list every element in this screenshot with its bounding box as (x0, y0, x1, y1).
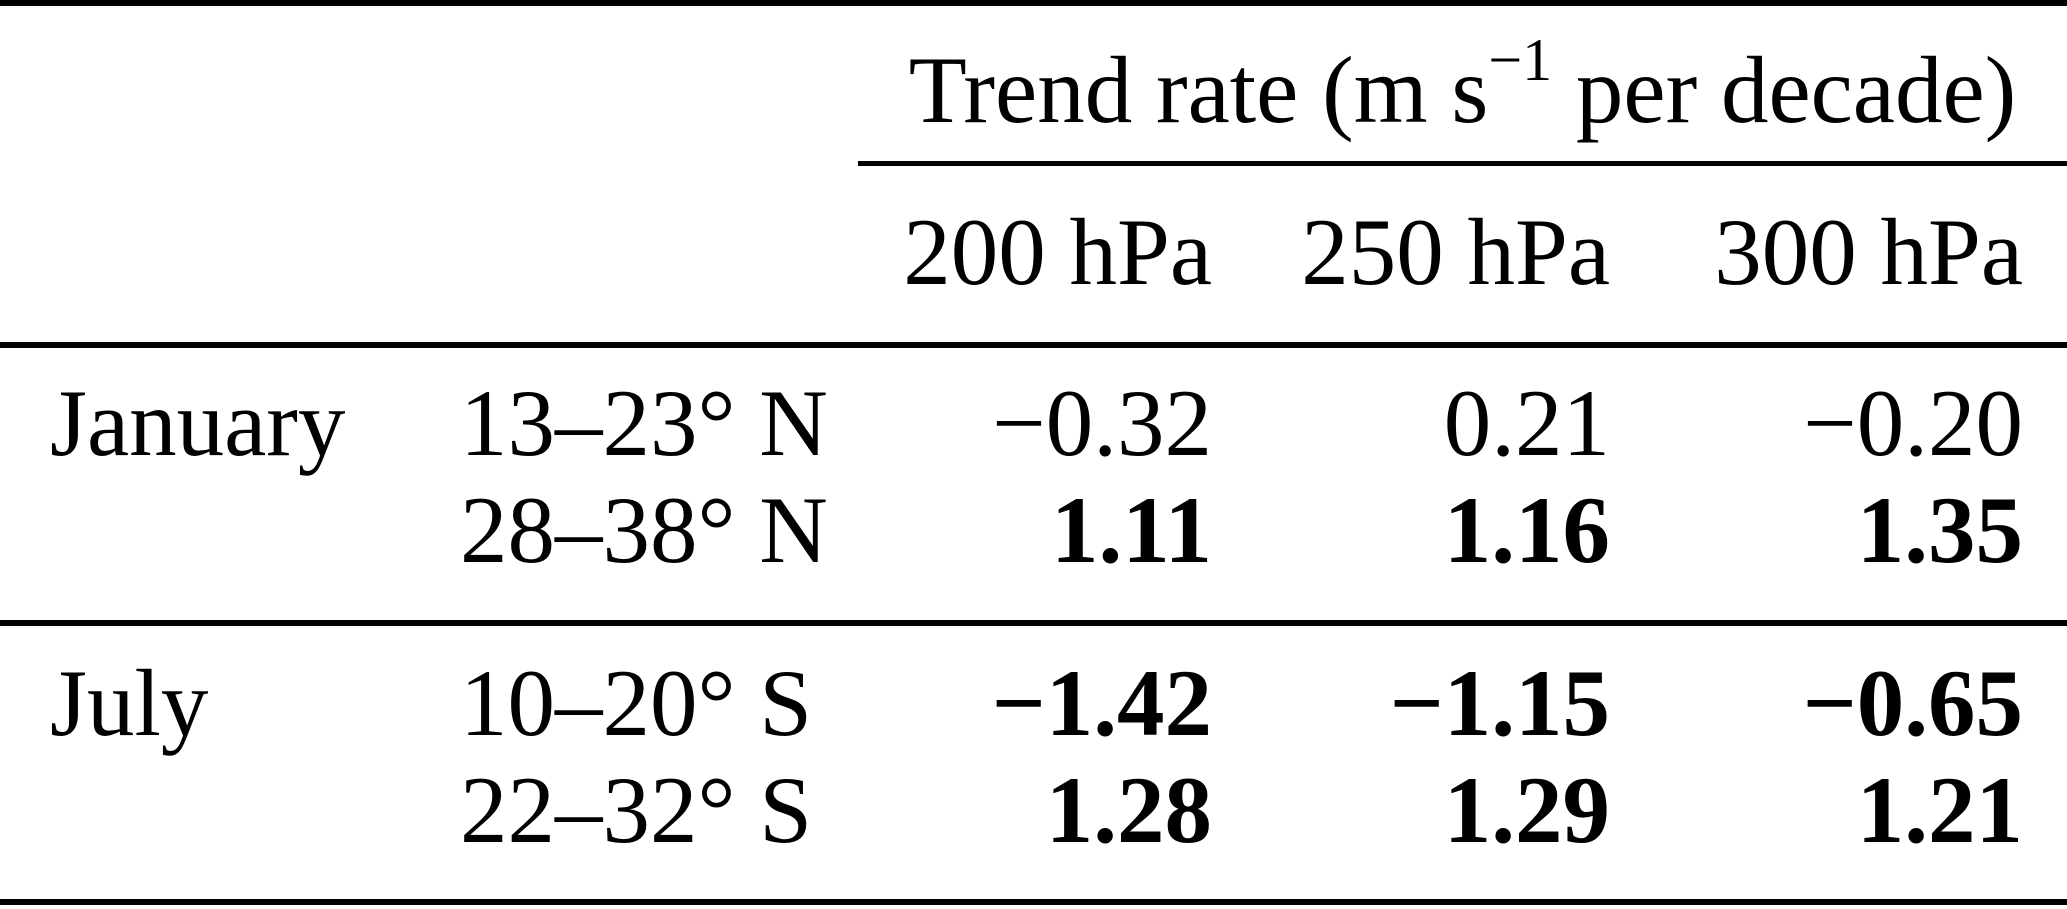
value-200hpa: −0.32 (992, 370, 1212, 476)
latitude-band-label: 13–23° N (460, 370, 828, 476)
column-header-250hpa: 250 hPa (1301, 199, 1610, 305)
month-column-spacer (0, 205, 460, 300)
value-200hpa: −1.42 (991, 650, 1212, 756)
value-300hpa: 1.21 (1856, 757, 2023, 863)
month-label: July (50, 650, 209, 756)
value-300hpa: −0.20 (1803, 370, 2023, 476)
table-row: 28–38° N 1.11 1.16 1.35 (0, 483, 2067, 578)
group-header-underline-rule (858, 161, 2067, 166)
group-header-suffix: per decade) (1552, 37, 2017, 143)
value-200hpa: 1.28 (1045, 757, 1212, 863)
value-250hpa: 1.16 (1443, 477, 1610, 583)
latitude-band-label: 28–38° N (460, 477, 828, 583)
latitude-column-spacer (460, 205, 810, 300)
table-row: January 13–23° N −0.32 0.21 −0.20 (0, 376, 2067, 471)
month-label (0, 483, 460, 578)
column-header-200hpa: 200 hPa (903, 199, 1212, 305)
value-300hpa: −0.65 (1802, 650, 2023, 756)
table-group-header: Trend rate (m s−1 per decade) (858, 30, 2067, 138)
value-250hpa: −1.15 (1389, 650, 1610, 756)
latitude-band-label: 10–20° S (460, 650, 813, 756)
month-label (0, 763, 460, 858)
column-header-300hpa: 300 hPa (1714, 199, 2023, 305)
table-bottom-rule (0, 899, 2067, 905)
value-300hpa: 1.35 (1856, 477, 2023, 583)
table-row: 22–32° S 1.28 1.29 1.21 (0, 763, 2067, 858)
group-header-prefix: Trend rate (m s (908, 37, 1489, 143)
unit-exponent: −1 (1488, 27, 1553, 93)
table-row: July 10–20° S −1.42 −1.15 −0.65 (0, 656, 2067, 751)
section-separator-rule (0, 620, 2067, 626)
value-250hpa: 1.29 (1443, 757, 1610, 863)
table-top-rule (0, 0, 2067, 6)
column-headers-row: 200 hPa 250 hPa 300 hPa (0, 205, 2067, 300)
value-200hpa: 1.11 (1050, 477, 1212, 583)
value-250hpa: 0.21 (1443, 370, 1610, 476)
latitude-band-label: 22–32° S (460, 757, 813, 863)
header-separator-rule (0, 342, 2067, 348)
month-label: January (50, 370, 346, 476)
